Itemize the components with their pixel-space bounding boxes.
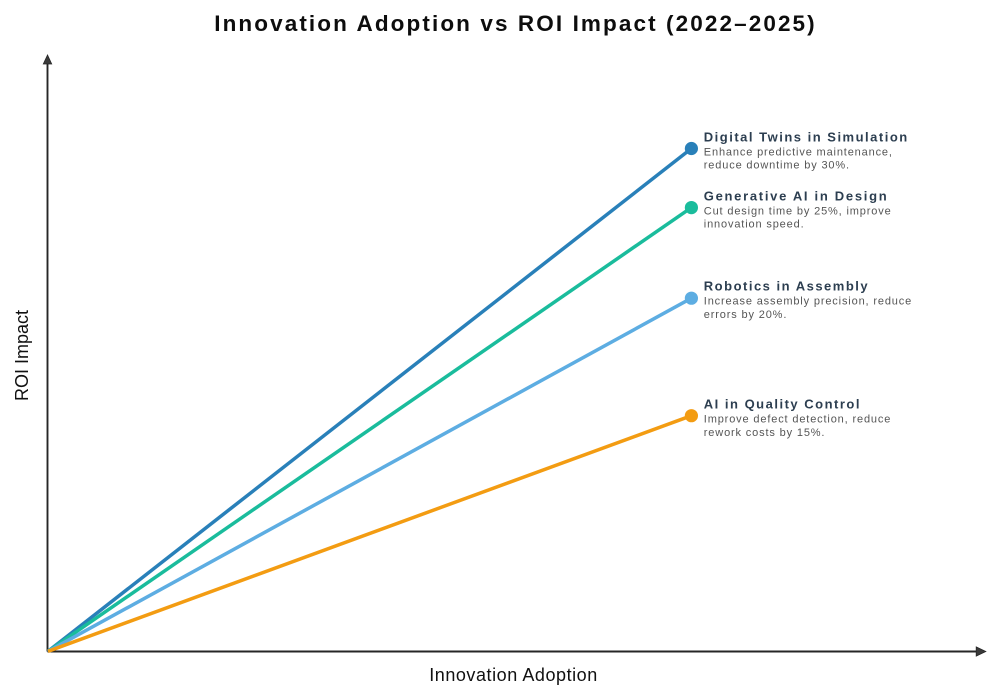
svg-text:ROI Impact: ROI Impact xyxy=(12,310,32,401)
svg-text:reduce downtime by 30%.: reduce downtime by 30%. xyxy=(704,160,850,172)
svg-text:Digital Twins in Simulation: Digital Twins in Simulation xyxy=(704,129,909,144)
svg-text:Innovation Adoption: Innovation Adoption xyxy=(429,665,598,685)
svg-text:Robotics in Assembly: Robotics in Assembly xyxy=(704,278,869,293)
svg-text:errors by 20%.: errors by 20%. xyxy=(704,309,787,321)
svg-text:Improve defect detection, redu: Improve defect detection, reduce xyxy=(704,414,891,426)
svg-text:Enhance predictive maintenance: Enhance predictive maintenance, xyxy=(704,146,893,158)
svg-text:rework costs by 15%.: rework costs by 15%. xyxy=(704,427,826,439)
svg-text:Generative AI in Design: Generative AI in Design xyxy=(704,188,889,203)
svg-text:Cut design time by 25%, improv: Cut design time by 25%, improve xyxy=(704,206,892,218)
svg-text:Innovation Adoption vs ROI Imp: Innovation Adoption vs ROI Impact (2022–… xyxy=(214,11,817,36)
svg-text:Increase assembly precision, r: Increase assembly precision, reduce xyxy=(704,296,912,308)
svg-text:AI in Quality Control: AI in Quality Control xyxy=(704,397,861,412)
svg-text:innovation speed.: innovation speed. xyxy=(704,219,805,231)
